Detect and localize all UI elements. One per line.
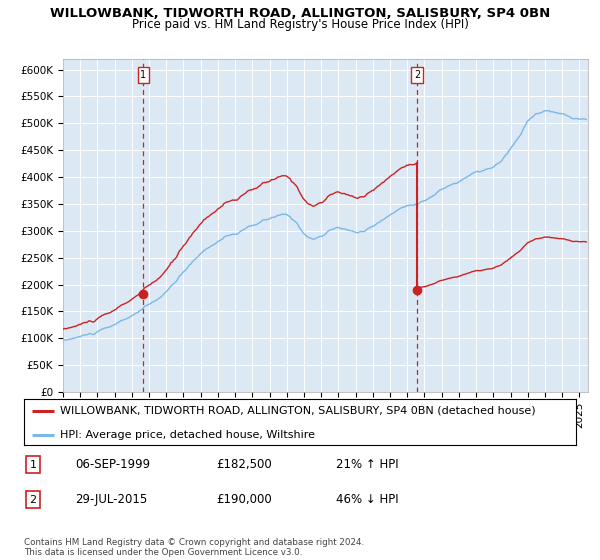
Text: 06-SEP-1999: 06-SEP-1999 bbox=[75, 458, 150, 472]
Text: 46% ↓ HPI: 46% ↓ HPI bbox=[336, 493, 398, 506]
Text: 2: 2 bbox=[414, 70, 420, 80]
Text: Price paid vs. HM Land Registry's House Price Index (HPI): Price paid vs. HM Land Registry's House … bbox=[131, 18, 469, 31]
Text: £182,500: £182,500 bbox=[216, 458, 272, 472]
Text: 1: 1 bbox=[140, 70, 146, 80]
Text: £190,000: £190,000 bbox=[216, 493, 272, 506]
Text: 2: 2 bbox=[29, 494, 37, 505]
Text: Contains HM Land Registry data © Crown copyright and database right 2024.
This d: Contains HM Land Registry data © Crown c… bbox=[24, 538, 364, 557]
Text: 21% ↑ HPI: 21% ↑ HPI bbox=[336, 458, 398, 472]
Text: HPI: Average price, detached house, Wiltshire: HPI: Average price, detached house, Wilt… bbox=[60, 430, 315, 440]
Text: 1: 1 bbox=[29, 460, 37, 470]
Text: WILLOWBANK, TIDWORTH ROAD, ALLINGTON, SALISBURY, SP4 0BN: WILLOWBANK, TIDWORTH ROAD, ALLINGTON, SA… bbox=[50, 7, 550, 20]
Text: 29-JUL-2015: 29-JUL-2015 bbox=[75, 493, 147, 506]
Text: WILLOWBANK, TIDWORTH ROAD, ALLINGTON, SALISBURY, SP4 0BN (detached house): WILLOWBANK, TIDWORTH ROAD, ALLINGTON, SA… bbox=[60, 406, 536, 416]
